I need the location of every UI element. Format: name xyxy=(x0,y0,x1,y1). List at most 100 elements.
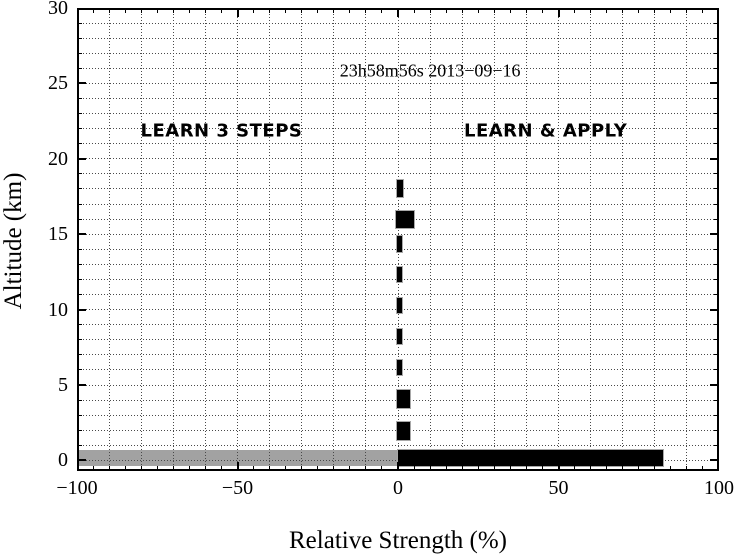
x-tick-bottom xyxy=(349,466,351,471)
y-tick-left xyxy=(77,22,82,24)
grid-line-horizontal xyxy=(77,158,719,160)
x-tick-top xyxy=(108,8,110,13)
x-tick-top xyxy=(317,8,319,13)
y-tick-left xyxy=(77,414,82,416)
altitude-bar-18km xyxy=(396,178,404,198)
grid-line-vertical xyxy=(365,8,367,471)
y-tick-left xyxy=(77,37,82,39)
y-tick-left xyxy=(77,233,86,236)
x-tick-top xyxy=(477,8,479,13)
y-tick-left xyxy=(77,459,86,462)
x-tick-top xyxy=(686,8,688,13)
x-tick-bottom xyxy=(108,466,110,471)
grid-line-vertical xyxy=(525,8,527,471)
grid-line-horizontal xyxy=(77,354,719,356)
grid-line-vertical xyxy=(269,8,271,471)
y-tick-right xyxy=(714,369,719,371)
y-tick-right xyxy=(714,263,719,265)
grid-line-horizontal xyxy=(77,384,719,386)
grid-line-vertical xyxy=(493,8,495,471)
grid-line-horizontal xyxy=(77,173,719,175)
y-tick-right xyxy=(714,97,719,99)
x-tick-bottom xyxy=(590,466,592,471)
x-tick-top xyxy=(140,8,142,13)
grid-line-horizontal xyxy=(77,414,719,416)
x-tick-bottom xyxy=(381,466,383,471)
y-tick-right xyxy=(714,67,719,69)
x-tick-bottom xyxy=(622,466,624,471)
x-tick-top xyxy=(301,8,303,13)
y-tick-right xyxy=(714,399,719,401)
y-tick-right xyxy=(714,128,719,130)
grid-line-vertical xyxy=(686,8,688,471)
x-tick-bottom xyxy=(574,466,576,471)
x-tick-top xyxy=(413,8,415,13)
y-tick-right xyxy=(714,429,719,431)
x-tick-bottom xyxy=(429,466,431,471)
grid-line-horizontal xyxy=(77,203,719,205)
grid-line-vertical xyxy=(237,8,238,471)
y-tick-right xyxy=(714,444,719,446)
x-tick-bottom xyxy=(445,466,447,471)
x-tick-top xyxy=(702,8,704,13)
y-tick-left xyxy=(77,128,82,130)
grid-line-horizontal xyxy=(77,233,719,235)
y-tick-left xyxy=(77,369,82,371)
grid-line-vertical xyxy=(172,8,174,471)
x-tick-bottom xyxy=(188,466,190,471)
y-tick-right xyxy=(714,248,719,250)
x-tick-top xyxy=(172,8,174,13)
x-tick-top xyxy=(670,8,672,13)
y-tick-right xyxy=(714,203,719,205)
altitude-bar-10km xyxy=(396,297,404,315)
y-tick-left xyxy=(77,278,82,280)
x-tick-bottom xyxy=(606,466,608,471)
x-tick-bottom xyxy=(220,466,222,471)
y-tick-right xyxy=(710,459,719,462)
grid-line-horizontal xyxy=(77,128,719,130)
y-tick-right xyxy=(714,324,719,326)
y-tick-right xyxy=(714,143,719,145)
y-tick-left xyxy=(77,399,82,401)
y-tick-right xyxy=(714,354,719,356)
y-tick-right xyxy=(714,52,719,54)
x-tick-bottom xyxy=(156,466,158,471)
y-tick-right xyxy=(710,233,719,236)
x-tick-top xyxy=(525,8,527,13)
y-tick-left xyxy=(77,173,82,175)
y-tick-left xyxy=(77,354,82,356)
grid-line-horizontal xyxy=(77,444,719,446)
grid-line-horizontal xyxy=(77,263,719,265)
y-tick-right xyxy=(710,308,719,311)
x-tick-top xyxy=(349,8,351,13)
y-tick-right xyxy=(714,414,719,416)
grid-line-horizontal xyxy=(77,37,719,39)
x-tick-bottom xyxy=(525,466,527,471)
grid-line-horizontal xyxy=(77,52,719,54)
grid-line-vertical xyxy=(654,8,656,471)
y-tick-left xyxy=(77,429,82,431)
x-tick-top xyxy=(622,8,624,13)
y-tick-left xyxy=(77,188,82,190)
x-tick-top xyxy=(381,8,383,13)
x-tick-label: 100 xyxy=(704,477,734,499)
x-tick-bottom xyxy=(333,466,335,471)
y-axis-title: Altitude (km) xyxy=(0,172,27,310)
x-tick-bottom xyxy=(461,466,463,471)
altitude-bar-16km xyxy=(395,209,416,230)
x-tick-bottom xyxy=(92,466,94,471)
x-tick-label: 0 xyxy=(393,477,403,499)
y-tick-left xyxy=(77,157,86,160)
y-tick-label: 25 xyxy=(48,72,68,95)
x-tick-top xyxy=(365,8,367,13)
timestamp-annotation: 23h58m56s 2013−09−16 xyxy=(339,60,521,81)
x-tick-label: −50 xyxy=(221,477,254,499)
x-tick-bottom xyxy=(702,466,704,471)
x-tick-bottom xyxy=(557,462,560,471)
y-tick-left xyxy=(77,143,82,145)
x-tick-bottom xyxy=(365,466,367,471)
x-tick-bottom xyxy=(317,466,319,471)
grid-line-vertical xyxy=(558,8,559,471)
y-tick-left xyxy=(77,339,82,341)
